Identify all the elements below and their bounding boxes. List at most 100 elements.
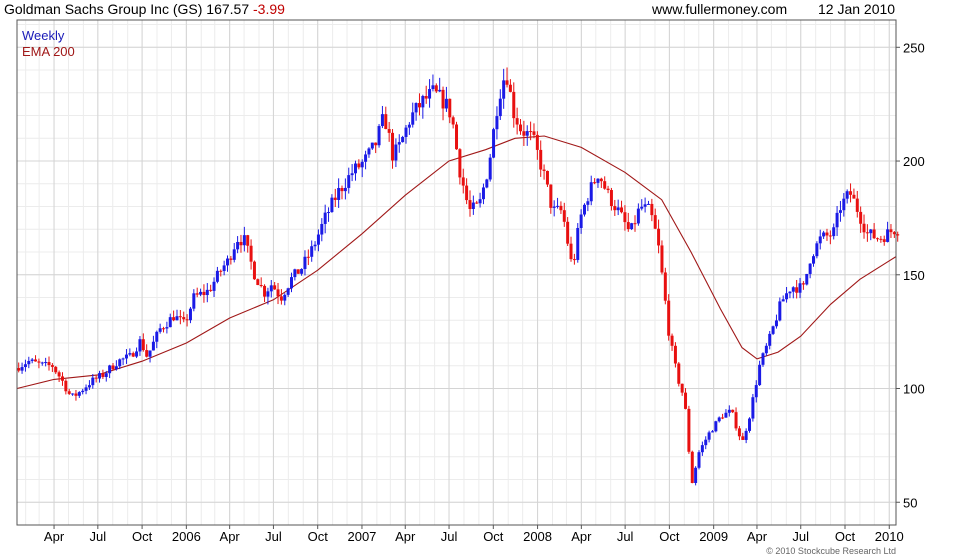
- candle-body: [310, 246, 314, 257]
- x-tick-label: Apr: [747, 529, 768, 544]
- candle-body: [404, 127, 408, 138]
- candle-body: [94, 377, 98, 379]
- candle-body: [845, 191, 849, 199]
- candle-body: [87, 385, 91, 388]
- candle-body: [47, 362, 51, 366]
- candle-body: [252, 261, 256, 280]
- candle-body: [812, 256, 816, 264]
- candle-body: [539, 149, 543, 170]
- candle-body: [135, 351, 139, 357]
- candle-body: [458, 149, 462, 178]
- y-tick-label: 200: [903, 154, 925, 169]
- candle-body: [17, 368, 21, 371]
- candle-body: [101, 373, 105, 377]
- candle-body: [502, 80, 506, 99]
- x-tick-label: Jul: [265, 529, 282, 544]
- candle-body: [677, 363, 681, 384]
- candle-body: [202, 291, 206, 296]
- candle-body: [515, 118, 519, 125]
- candle-body: [525, 131, 529, 136]
- candle-body: [596, 178, 600, 183]
- candle-body: [165, 327, 169, 329]
- candle-body: [151, 341, 155, 351]
- candle-body: [387, 129, 391, 133]
- candle-body: [74, 393, 78, 396]
- candle-body: [411, 112, 415, 125]
- candle-body: [832, 227, 836, 237]
- candle-body: [849, 191, 853, 195]
- candle-body: [593, 182, 597, 184]
- candle-body: [242, 235, 246, 246]
- candle-body: [768, 333, 772, 346]
- candle-body: [360, 161, 364, 168]
- x-tick-label: Oct: [132, 529, 153, 544]
- x-tick-label: Jul: [441, 529, 458, 544]
- candle-body: [481, 187, 485, 200]
- candle-body: [717, 417, 721, 422]
- candle-body: [589, 182, 593, 202]
- candle-body: [67, 391, 71, 394]
- candle-body: [761, 353, 765, 365]
- candle-body: [246, 235, 250, 246]
- candle-body: [259, 285, 263, 287]
- candle-body: [57, 372, 61, 377]
- candle-body: [468, 200, 472, 209]
- title-text: Goldman Sachs Group Inc (GS) 167.57: [4, 1, 250, 17]
- candle-body: [84, 387, 88, 391]
- candle-body: [889, 229, 893, 233]
- candle-body: [673, 345, 677, 364]
- candle-body: [289, 277, 293, 289]
- candle-body: [330, 197, 334, 213]
- candle-body: [266, 291, 270, 297]
- candle-body: [337, 188, 341, 200]
- candle-body: [714, 421, 718, 432]
- candle-body: [492, 129, 496, 158]
- candle-body: [764, 345, 768, 354]
- candle-body: [394, 144, 398, 161]
- candle-body: [434, 85, 438, 92]
- candle-body: [748, 418, 752, 431]
- candle-body: [707, 432, 711, 440]
- candle-body: [417, 103, 421, 108]
- candle-body: [30, 359, 34, 361]
- candle-body: [296, 269, 300, 274]
- plot-frame: [16, 19, 897, 526]
- candle-body: [353, 163, 357, 174]
- candle-body: [663, 272, 667, 301]
- candle-body: [108, 365, 112, 374]
- candle-body: [269, 285, 273, 292]
- candle-body: [751, 397, 755, 419]
- candle-body: [374, 142, 378, 146]
- candle-body: [205, 289, 209, 296]
- candle-body: [852, 194, 856, 199]
- candle-body: [704, 439, 708, 446]
- candle-body: [620, 207, 624, 213]
- candle-body: [303, 256, 307, 269]
- site-url[interactable]: www.fullermoney.com: [652, 1, 788, 17]
- candle-body: [124, 354, 128, 359]
- candle-body: [316, 234, 320, 245]
- y-tick-label: 150: [903, 268, 925, 283]
- candle-body: [428, 89, 432, 99]
- candle-body: [636, 208, 640, 224]
- candle-body: [461, 177, 465, 186]
- candle-body: [774, 320, 778, 327]
- candle-body: [283, 294, 287, 301]
- candle-body: [865, 232, 869, 234]
- candle-body: [91, 377, 95, 386]
- x-tick-label: Apr: [395, 529, 416, 544]
- candle-body: [825, 232, 829, 236]
- candle-body: [744, 430, 748, 440]
- candle-body: [222, 265, 226, 272]
- candle-body: [232, 249, 236, 260]
- candle-body: [586, 201, 590, 205]
- candle-body: [562, 210, 566, 222]
- candle-body: [313, 244, 317, 247]
- x-tick-label: 2008: [523, 529, 552, 544]
- candle-body: [111, 365, 115, 370]
- candle-body: [606, 188, 610, 191]
- candle-body: [882, 239, 886, 242]
- candle-body: [162, 328, 166, 330]
- candle-body: [27, 360, 31, 365]
- candle-body: [653, 215, 657, 229]
